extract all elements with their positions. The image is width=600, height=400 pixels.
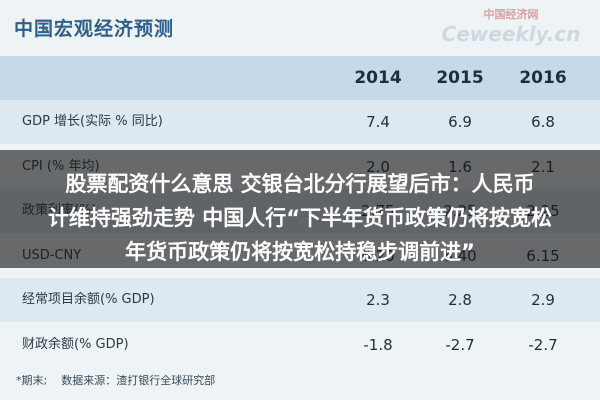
cell: 7.4 xyxy=(366,113,390,131)
cell: 6.9 xyxy=(448,113,472,131)
headline-line: 股票配资什么意思 交银台北分行展望后市：人民币 xyxy=(65,172,535,196)
cell: 6.8 xyxy=(531,113,555,131)
row-label: 经常项目余额(% GDP) xyxy=(22,292,155,307)
cell: 2.3 xyxy=(366,291,390,309)
cell: 2.9 xyxy=(531,291,555,309)
year-header: 2014 xyxy=(354,68,402,88)
row-band xyxy=(0,278,600,322)
watermark: 中国经济网 Ceweekly.cn xyxy=(436,6,586,50)
year-header: 2015 xyxy=(436,68,484,88)
headline-overlay xyxy=(0,150,600,268)
headline-line: 年货币政策仍将按宽松持稳步调前进” xyxy=(125,240,475,264)
row-band xyxy=(0,322,600,367)
header-band xyxy=(0,56,600,100)
watermark-cn: 中国经济网 xyxy=(483,8,539,21)
footnote: *期末; 数据来源：渣打银行全球研究部 xyxy=(16,374,216,387)
cell: -2.7 xyxy=(528,335,558,354)
row-band xyxy=(0,100,600,144)
cell: -1.8 xyxy=(363,335,393,354)
headline-line: 计维持强劲走势 中国人行“下半年货币政策仍将按宽松 xyxy=(47,206,553,230)
title: 中国宏观经济预测 xyxy=(14,18,175,40)
watermark-en: Ceweekly.cn xyxy=(441,22,581,46)
cell: 2.8 xyxy=(448,291,472,309)
year-header: 2016 xyxy=(519,68,567,88)
row-label: GDP 增长(实际 % 同比) xyxy=(22,114,163,129)
row-label: 财政余额(% GDP) xyxy=(22,336,129,352)
cell: -2.7 xyxy=(445,335,475,354)
